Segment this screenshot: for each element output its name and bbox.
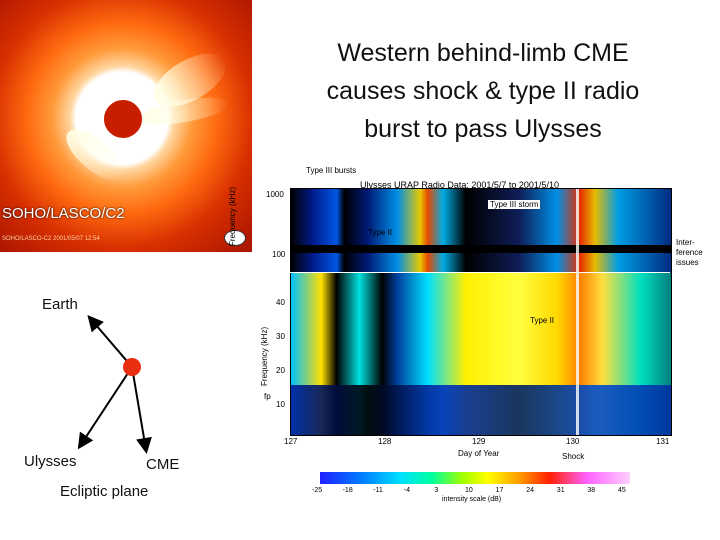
x-axis-label: Day of Year — [458, 449, 500, 458]
type3-storm-label: Type III storm — [488, 200, 541, 209]
y-tick-20: 20 — [276, 366, 285, 375]
x-tick-131: 131 — [656, 437, 670, 446]
colorbar-label: intensity scale (dB) — [442, 496, 502, 503]
colorbar-tick: 17 — [495, 487, 504, 494]
type3-bursts-label: Type III bursts — [306, 166, 357, 175]
sun-icon — [123, 358, 141, 376]
radio-spectrogram — [290, 188, 672, 436]
x-tick-130: 130 — [566, 437, 580, 446]
colorbar-tick: 10 — [465, 487, 473, 494]
ulysses-label: Ulysses — [24, 453, 77, 470]
spectrogram-title: Ulysses URAP Radio Data: 2001/5/7 to 200… — [360, 180, 559, 190]
x-tick-129: 129 — [472, 437, 486, 446]
colorbar-tick: -18 — [342, 487, 353, 494]
cme-direction-arrow — [131, 366, 152, 454]
colorbar-tick: -25 — [312, 487, 323, 494]
spectrogram-lower-band — [291, 385, 671, 435]
type2-upper-label: Type II — [368, 228, 393, 237]
x-tick-128: 128 — [378, 437, 392, 446]
type2-lower-label: Type II — [530, 316, 555, 325]
page-title: Western behind-limb CME causes shock & t… — [326, 39, 640, 143]
colorbar-ticks: -25 -18 -11 -4 3 10 17 24 31 38 45 — [312, 487, 642, 497]
y-tick-40: 40 — [276, 298, 285, 307]
lasco-coronagraph-image — [0, 0, 252, 252]
y-tick-1000: 1000 — [266, 190, 284, 199]
spectrogram-dark-band — [291, 245, 671, 253]
soho-logo-icon — [224, 230, 246, 246]
colorbar-tick: -4 — [403, 487, 411, 494]
colorbar-tick: 24 — [526, 487, 534, 494]
spectrogram-divider — [290, 272, 670, 273]
colorbar-tick: 38 — [587, 487, 596, 494]
colorbar-tick: 3 — [434, 487, 439, 494]
colorbar-tick: -11 — [373, 487, 383, 494]
fp-tick: fp — [264, 392, 271, 401]
shock-label: Shock — [562, 452, 585, 461]
lasco-label: SOHO/LASCO/C2 — [2, 205, 125, 222]
geometry-diagram — [77, 314, 152, 454]
y-tick-100: 100 — [272, 250, 286, 259]
y-tick-30: 30 — [276, 332, 285, 341]
cme-label: CME — [146, 456, 180, 473]
interference-label: Inter-ference issues — [676, 238, 703, 267]
ecliptic-plane-label: Ecliptic plane — [60, 483, 149, 500]
lasco-timestamp: SOHO/LASCO-C2 2001/05/07 12:54 — [2, 236, 100, 242]
lower-frequency-axis-label: Frequency (kHz) — [260, 326, 269, 386]
spectrogram-upper-panel — [291, 189, 671, 273]
upper-frequency-axis-label: Frequency (kHz) — [228, 186, 237, 246]
ulysses-direction-arrow — [77, 366, 133, 450]
shock-line — [576, 189, 579, 435]
earth-direction-arrow — [87, 314, 133, 368]
earth-label: Earth — [42, 296, 78, 313]
colorbar-tick: 31 — [556, 487, 565, 494]
x-tick-127: 127 — [284, 437, 298, 446]
y-tick-10: 10 — [276, 400, 285, 409]
colorbar-tick: 45 — [618, 487, 626, 494]
intensity-colorbar — [320, 472, 630, 484]
occulter-disk — [103, 99, 143, 139]
